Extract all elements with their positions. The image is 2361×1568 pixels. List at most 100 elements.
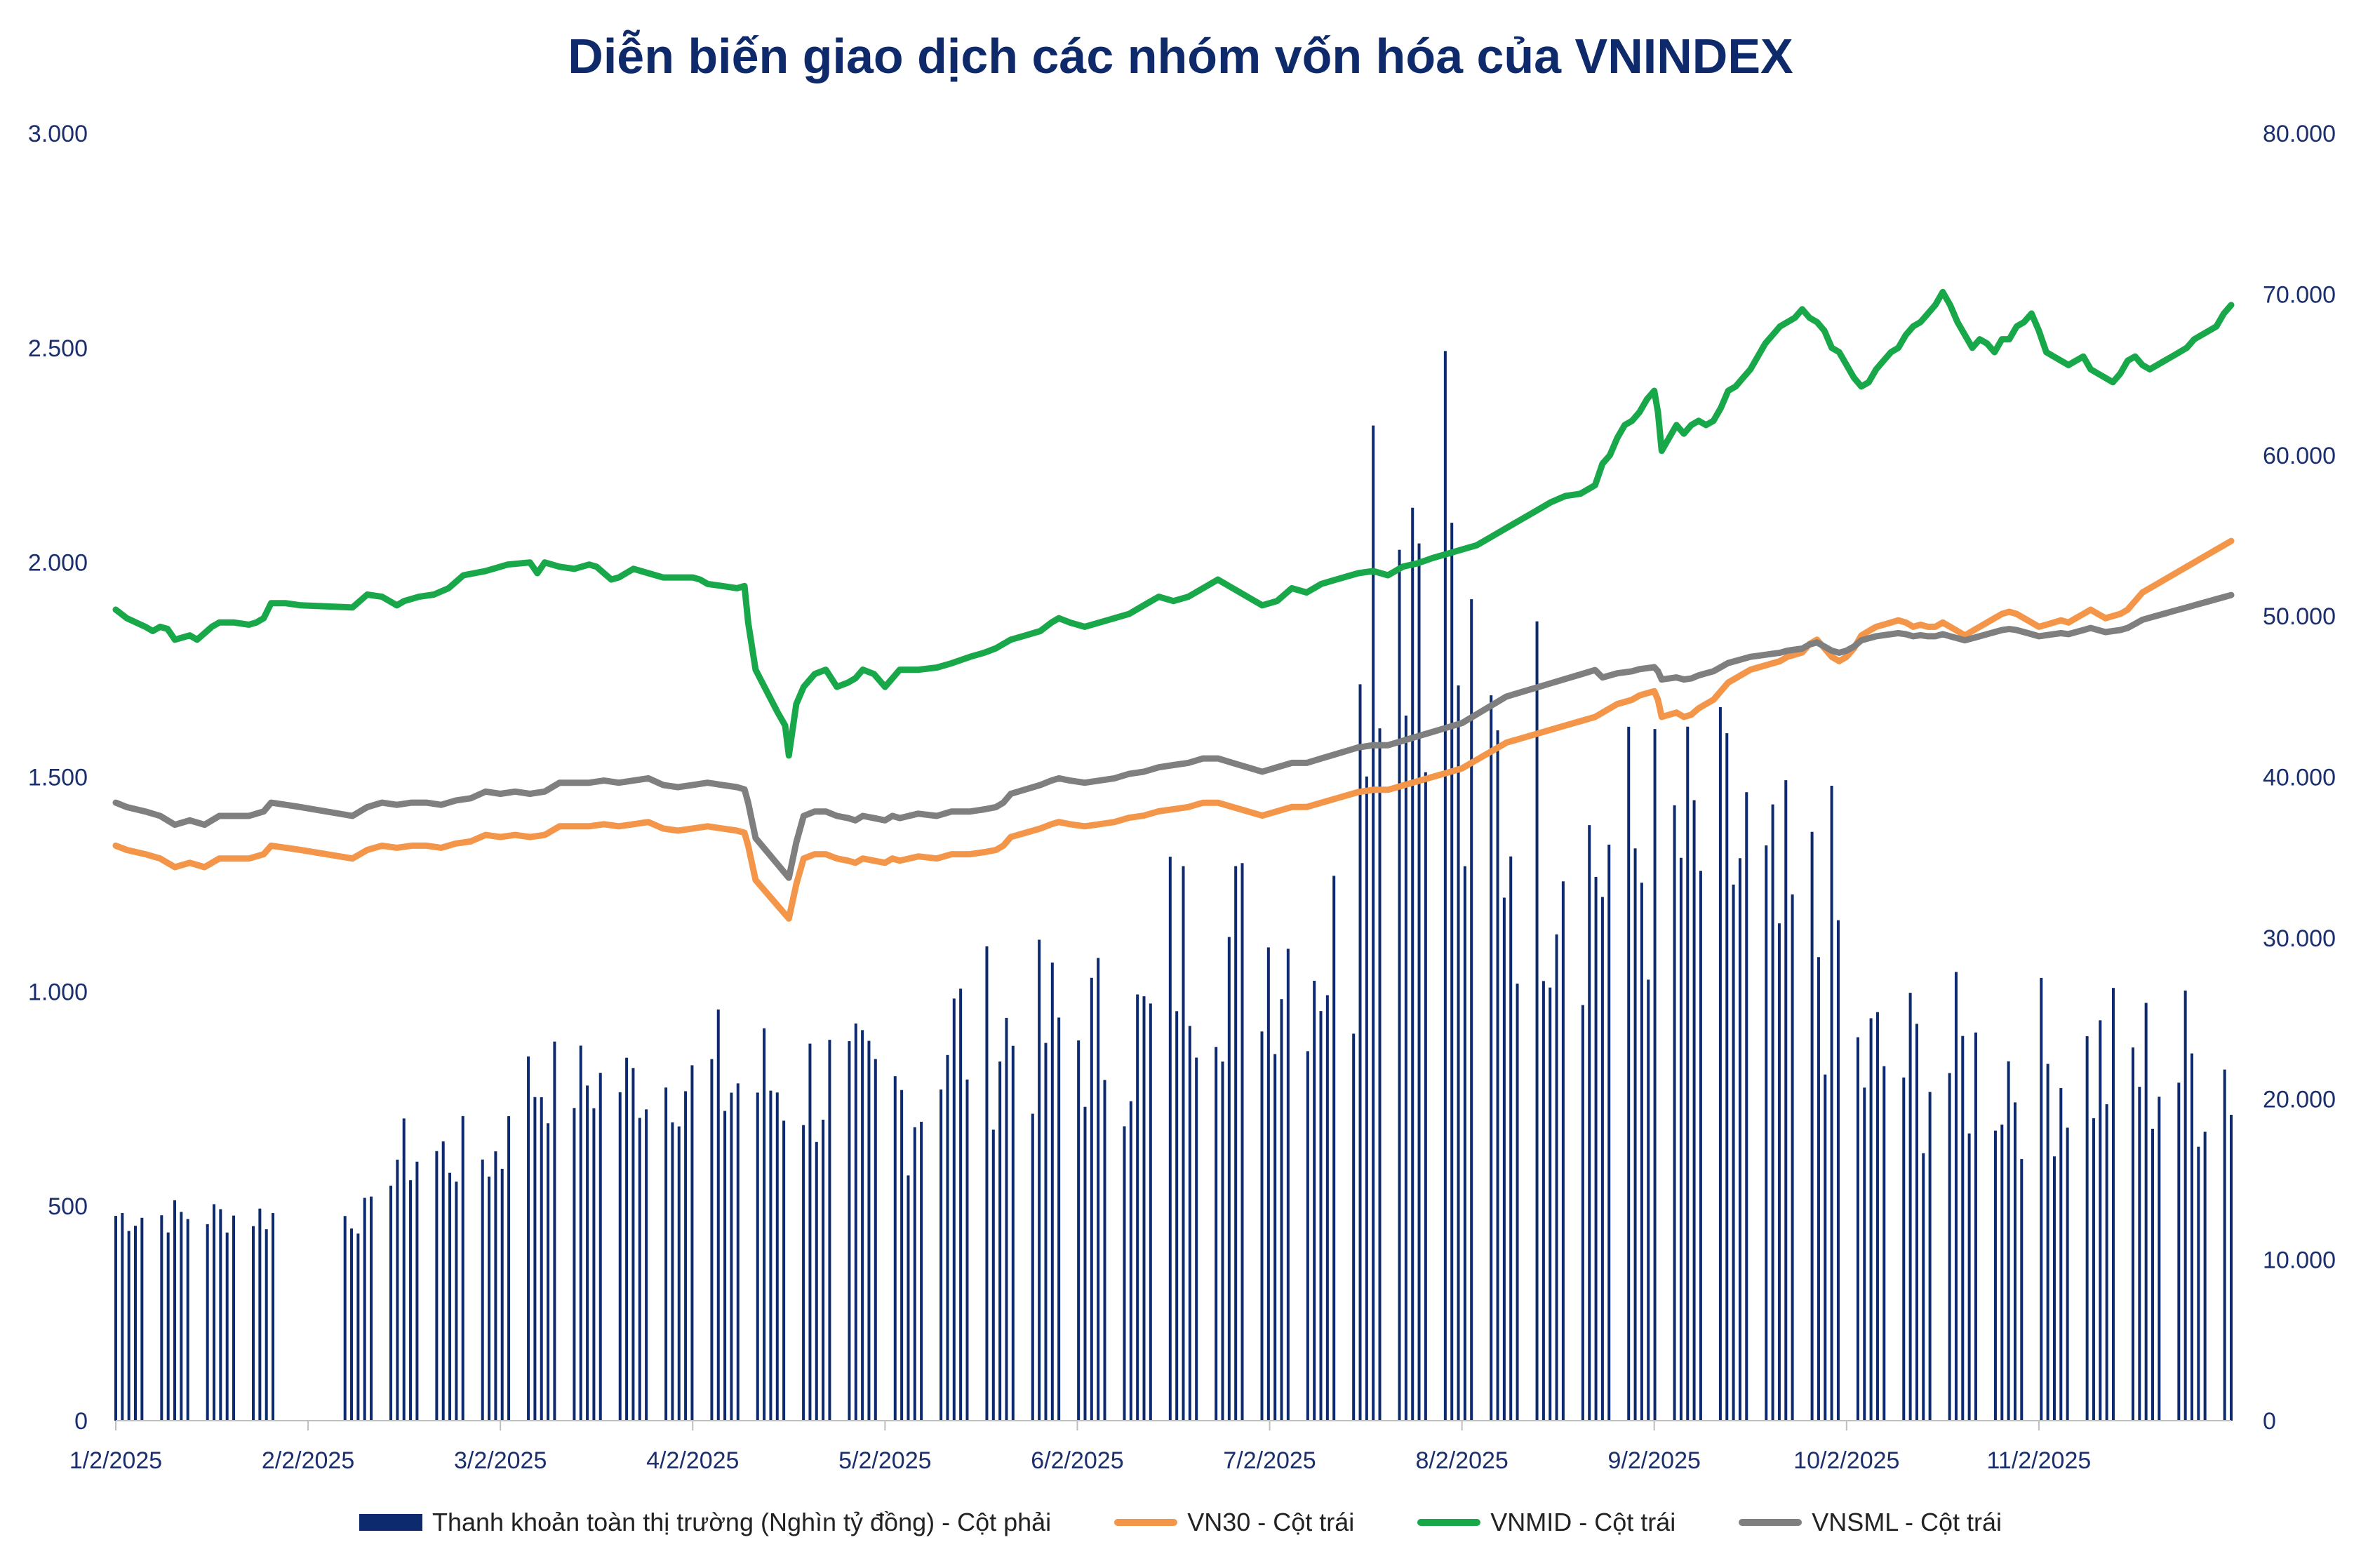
liquidity-bar bbox=[1673, 805, 1676, 1421]
liquidity-bar bbox=[1077, 1040, 1081, 1421]
series-line-vn30 bbox=[112, 537, 2235, 922]
series-line-vnmid bbox=[112, 288, 2235, 759]
liquidity-bar bbox=[140, 1217, 144, 1421]
liquidity-bar bbox=[363, 1198, 366, 1421]
right-axis-tick-label: 60.000 bbox=[2263, 443, 2336, 469]
liquidity-bar bbox=[1286, 949, 1290, 1421]
liquidity-bar bbox=[1050, 963, 1054, 1421]
liquidity-bar bbox=[1234, 866, 1238, 1421]
liquidity-bar bbox=[1496, 730, 1499, 1421]
liquidity-bar bbox=[573, 1108, 576, 1421]
liquidity-bar bbox=[2177, 1083, 2181, 1421]
liquidity-bar bbox=[991, 1130, 995, 1421]
legend-item-vnsml[interactable]: VNSML - Cột trái bbox=[1739, 1508, 2002, 1537]
liquidity-bar bbox=[1771, 804, 1774, 1421]
liquidity-bar bbox=[1765, 845, 1768, 1421]
liquidity-bar bbox=[1227, 937, 1231, 1421]
liquidity-bar bbox=[1732, 884, 1735, 1421]
legend-item-vn30[interactable]: VN30 - Cột trái bbox=[1114, 1508, 1354, 1537]
liquidity-bar bbox=[1784, 780, 1788, 1421]
liquidity-bar bbox=[219, 1209, 222, 1421]
liquidity-bar bbox=[874, 1059, 877, 1421]
liquidity-bar bbox=[1836, 920, 1840, 1421]
liquidity-bar bbox=[1824, 1074, 1827, 1421]
liquidity-bar bbox=[1948, 1073, 1951, 1421]
liquidity-bar bbox=[1097, 958, 1100, 1421]
liquidity-bar bbox=[1372, 425, 1375, 1421]
liquidity-bar bbox=[1974, 1032, 1977, 1421]
liquidity-bar bbox=[1745, 792, 1748, 1421]
x-axis-tick-label: 5/2/2025 bbox=[838, 1447, 931, 1474]
liquidity-bar bbox=[1332, 876, 1336, 1421]
liquidity-bar bbox=[166, 1232, 170, 1421]
liquidity-bar bbox=[494, 1151, 497, 1421]
liquidity-bar bbox=[822, 1119, 825, 1421]
liquidity-bar bbox=[1123, 1126, 1126, 1421]
liquidity-bar bbox=[763, 1028, 766, 1421]
liquidity-bar bbox=[1358, 684, 1362, 1421]
liquidity-bar bbox=[1424, 772, 1427, 1421]
liquidity-bar bbox=[1692, 800, 1696, 1421]
liquidity-bar bbox=[2203, 1132, 2207, 1421]
liquidity-bars bbox=[114, 351, 2233, 1421]
liquidity-bar bbox=[913, 1127, 916, 1421]
legend: Thanh khoản toàn thị trường (Nghìn tỷ đồ… bbox=[0, 1501, 2361, 1543]
liquidity-bar bbox=[1129, 1101, 1132, 1421]
liquidity-bar bbox=[186, 1219, 189, 1421]
liquidity-bar bbox=[2158, 1097, 2161, 1421]
liquidity-bar bbox=[1509, 856, 1513, 1421]
liquidity-bar bbox=[213, 1204, 216, 1421]
index-lines bbox=[112, 288, 2235, 922]
liquidity-bar bbox=[1908, 993, 1912, 1421]
liquidity-bar bbox=[2092, 1118, 2095, 1421]
liquidity-bar bbox=[893, 1076, 897, 1421]
liquidity-bar bbox=[1961, 1036, 1965, 1421]
liquidity-bar bbox=[1325, 995, 1329, 1421]
liquidity-bar bbox=[1457, 685, 1460, 1421]
x-axis-tick-label: 2/2/2025 bbox=[262, 1447, 354, 1474]
liquidity-bar bbox=[1718, 706, 1722, 1421]
right-axis-tick-label: 80.000 bbox=[2263, 121, 2336, 147]
liquidity-bar bbox=[2085, 1036, 2089, 1421]
liquidity-bar bbox=[481, 1159, 484, 1421]
liquidity-bar bbox=[2138, 1087, 2141, 1421]
liquidity-bar bbox=[1240, 863, 1244, 1421]
liquidity-bar bbox=[808, 1043, 812, 1421]
liquidity-bar bbox=[1967, 1133, 1971, 1421]
liquidity-bar bbox=[2020, 1159, 2024, 1421]
liquidity-bar bbox=[1810, 831, 1814, 1421]
liquidity-bar bbox=[769, 1090, 772, 1421]
right-axis-tick-label: 10.000 bbox=[2263, 1247, 2336, 1274]
liquidity-bar bbox=[2046, 1064, 2049, 1421]
liquidity-bar bbox=[1928, 1092, 1932, 1421]
liquidity-bar bbox=[488, 1177, 491, 1421]
left-axis-tick-label: 0 bbox=[74, 1408, 88, 1435]
left-axis-tick-label: 2.500 bbox=[28, 335, 88, 362]
legend-item-vnmid[interactable]: VNMID - Cột trái bbox=[1417, 1508, 1676, 1537]
liquidity-bar bbox=[586, 1085, 589, 1421]
liquidity-bar bbox=[1869, 1018, 1873, 1421]
liquidity-bar bbox=[592, 1108, 596, 1421]
liquidity-bar bbox=[802, 1125, 805, 1421]
liquidity-bar bbox=[1266, 947, 1270, 1421]
right-axis-tick-label: 70.000 bbox=[2263, 281, 2336, 308]
liquidity-bar bbox=[1463, 866, 1466, 1421]
liquidity-bar bbox=[2223, 1069, 2226, 1421]
liquidity-bar bbox=[507, 1115, 511, 1421]
liquidity-bar bbox=[1581, 1005, 1584, 1421]
liquidity-bar bbox=[1777, 923, 1781, 1421]
liquidity-bar bbox=[1882, 1066, 1886, 1421]
liquidity-bar bbox=[2190, 1053, 2193, 1421]
liquidity-bar bbox=[396, 1159, 399, 1421]
liquidity-bar bbox=[173, 1200, 177, 1421]
liquidity-bar bbox=[350, 1228, 354, 1421]
legend-item-liquidity[interactable]: Thanh khoản toàn thị trường (Nghìn tỷ đồ… bbox=[359, 1508, 1051, 1537]
liquidity-bar bbox=[1142, 996, 1146, 1421]
liquidity-bar bbox=[1555, 934, 1558, 1421]
liquidity-bar bbox=[1149, 1003, 1152, 1421]
liquidity-bar bbox=[225, 1232, 229, 1421]
x-axis-tick-label: 8/2/2025 bbox=[1415, 1447, 1508, 1474]
legend-swatch-line-icon bbox=[1417, 1519, 1481, 1526]
liquidity-bar bbox=[952, 998, 956, 1421]
